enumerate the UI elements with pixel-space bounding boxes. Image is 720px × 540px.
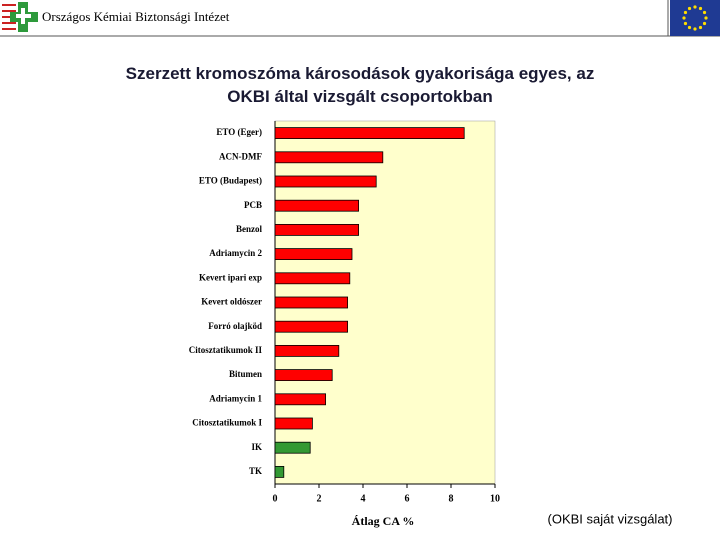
y-tick-label: Citosztatikumok II: [189, 345, 263, 355]
x-tick-label: 8: [449, 493, 454, 504]
x-axis-label: Átlag CA %: [352, 514, 415, 528]
y-tick-label: Forró olajköd: [208, 321, 262, 331]
flag-star: [693, 5, 697, 9]
bar: [274, 127, 465, 139]
flag-star: [698, 25, 703, 30]
bar: [274, 393, 326, 406]
y-tick-label: Kevert ipari exp: [199, 272, 262, 282]
flag-star: [687, 25, 692, 30]
bar: [274, 441, 311, 454]
y-tick-label: IK: [251, 442, 262, 452]
note: (OKBI saját vizsgálat): [548, 511, 673, 526]
chart-title: Szerzett kromoszóma károsodások gyakoris…: [125, 64, 595, 106]
bar: [274, 417, 313, 430]
y-tick-label: Bitumen: [229, 369, 262, 379]
x-tick-label: 10: [490, 493, 500, 504]
bar: [274, 248, 353, 261]
flag-star: [683, 21, 688, 26]
y-tick-label: ACN-DMF: [219, 151, 262, 161]
institute-name: Országos Kémiai Biztonsági Intézet: [42, 9, 230, 24]
bar: [274, 151, 384, 164]
eu-flag: [670, 0, 720, 36]
y-tick-label: ETO (Eger): [216, 127, 262, 137]
flag-star: [702, 21, 707, 26]
bar: [274, 223, 359, 236]
y-tick-label: Citosztatikumok I: [192, 418, 262, 428]
header: Országos Kémiai Biztonsági Intézet: [0, 0, 720, 37]
logo: [2, 2, 38, 32]
header-graphics: [0, 0, 720, 37]
y-tick-label: Kevert oldószer: [201, 297, 262, 307]
bar: [274, 199, 359, 212]
bar: [274, 465, 285, 478]
flag-star: [693, 27, 697, 31]
bar: [274, 369, 333, 382]
y-tick-label: Adriamycin 1: [209, 393, 262, 403]
bar: [274, 296, 348, 309]
flag-star: [683, 10, 688, 15]
bar: [274, 320, 348, 333]
x-tick-label: 0: [273, 493, 278, 504]
x-tick-label: 4: [361, 493, 366, 504]
flag-star: [698, 6, 703, 11]
y-tick-label: Adriamycin 2: [209, 248, 262, 258]
y-tick-label: PCB: [244, 200, 262, 210]
y-tick-label: Benzol: [236, 224, 262, 234]
flag-star: [687, 6, 692, 11]
y-tick-label: TK: [249, 466, 262, 476]
bar: [274, 344, 340, 357]
flag-star: [682, 16, 686, 20]
flag-star: [704, 16, 708, 20]
x-tick-label: 6: [405, 493, 410, 504]
bar: [274, 175, 377, 188]
x-tick-label: 2: [317, 493, 322, 504]
flag-star: [702, 10, 707, 15]
y-tick-label: ETO (Budapest): [199, 176, 262, 186]
bar: [274, 272, 351, 285]
